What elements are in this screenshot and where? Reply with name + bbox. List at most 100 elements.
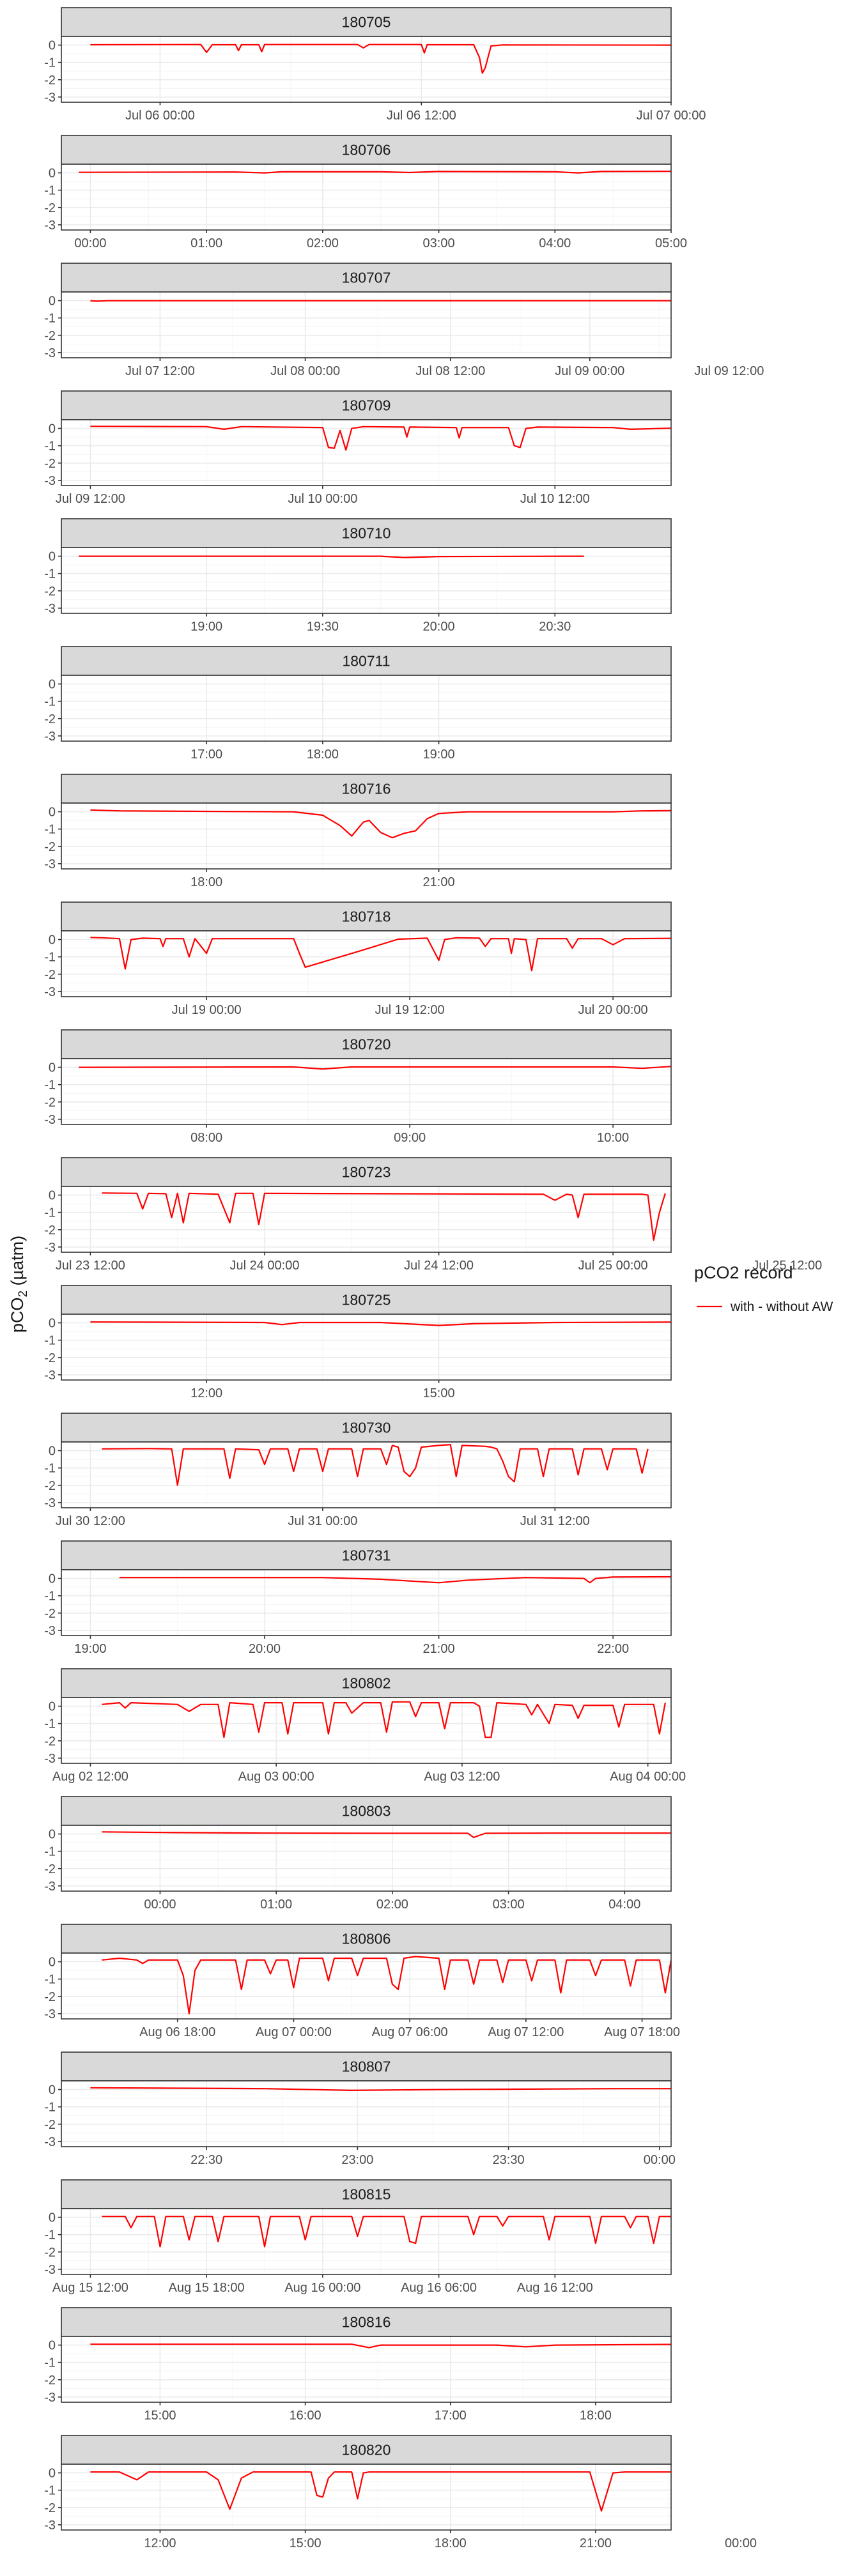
panel-strip <box>61 1924 672 1954</box>
y-tick-label: -1 <box>44 1078 56 1092</box>
panel-180725: 180725 0 -1 -2 -3 12:00 15:00 <box>44 1285 672 1400</box>
y-tick-label: -2 <box>44 840 56 854</box>
x-tick-label: 19:30 <box>307 620 339 634</box>
panel-strip <box>61 135 672 165</box>
panel-strip-label: 180803 <box>342 1803 391 1820</box>
x-tick-label: 09:00 <box>394 1131 426 1145</box>
x-tick-label: Jul 09 12:00 <box>56 492 125 506</box>
x-tick-label: Jul 30 12:00 <box>56 1514 125 1528</box>
series-line <box>90 2343 671 2349</box>
x-tick-label: 20:00 <box>423 620 455 634</box>
panel-border <box>61 419 672 486</box>
y-tick-label: 0 <box>49 2339 56 2353</box>
y-tick-label: -2 <box>44 1096 56 1110</box>
panel-strip <box>61 2435 672 2465</box>
x-tick-label: Aug 16 06:00 <box>401 2281 477 2295</box>
panel-grid: 180705 0 -1 -2 -3 Jul 06 00:00 Jul 06 12:00 Jul… <box>44 7 822 2550</box>
x-tick-label: 22:00 <box>597 1642 629 1656</box>
x-tick-label: 00:00 <box>725 2536 757 2550</box>
x-tick-label: Jul 06 12:00 <box>387 109 456 123</box>
x-tick-label: Aug 15 12:00 <box>52 2281 128 2295</box>
panel-180710: 180710 0 -1 -2 -3 19:00 19:30 20:00 20:30 <box>44 518 672 634</box>
x-tick-label: Jul 07 12:00 <box>125 364 195 378</box>
panel-180807: 180807 0 -1 -2 -3 22:30 23:00 23:30 00:00 <box>44 2051 676 2167</box>
x-tick-label: 21:00 <box>580 2536 612 2550</box>
x-tick-label: Aug 04 00:00 <box>610 1770 686 1784</box>
panel-180718: 180718 0 -1 -2 -3 Jul 19 00:00 Jul 19 12:00 Jul… <box>44 901 672 1017</box>
panel-plot-area <box>61 164 671 230</box>
y-tick-label: 0 <box>49 1445 56 1459</box>
y-tick-label: -3 <box>44 2135 56 2149</box>
y-tick-label: -1 <box>44 823 56 837</box>
series-line <box>90 1321 671 1326</box>
y-tick-label: -1 <box>44 1462 56 1476</box>
series-line <box>102 1831 671 1839</box>
panel-strip-label: 180705 <box>342 14 391 31</box>
y-tick-label: 0 <box>49 1572 56 1586</box>
x-tick-label: Aug 16 00:00 <box>284 2281 360 2295</box>
series-line <box>90 2087 671 2091</box>
panel-180806: 180806 0 -1 -2 -3 Aug 06 18:00 Aug 07 00:00 Aug… <box>44 1924 680 2039</box>
panel-border <box>61 2080 672 2147</box>
y-tick-label: 0 <box>49 550 56 564</box>
y-tick-label: -3 <box>44 346 56 360</box>
panel-strip-label: 180709 <box>342 397 391 414</box>
x-tick-label: Jul 24 00:00 <box>230 1259 300 1273</box>
y-tick-label: 0 <box>49 295 56 309</box>
y-tick-label: 0 <box>49 422 56 436</box>
panel-border <box>61 802 672 870</box>
y-tick-label: -1 <box>44 1973 56 1987</box>
panel-plot-area <box>61 548 671 613</box>
y-axis-title: pCO2 (µatm) <box>8 1236 30 1333</box>
x-tick-label: 17:00 <box>435 2409 467 2423</box>
y-tick-label: -1 <box>44 1206 56 1220</box>
x-tick-label: 19:00 <box>423 747 455 762</box>
y-tick-label: -1 <box>44 2356 56 2370</box>
x-tick-label: 12:00 <box>144 2536 176 2550</box>
y-tick-label: -1 <box>44 567 56 581</box>
x-tick-label: Jul 07 00:00 <box>637 109 706 123</box>
panel-strip <box>61 1029 672 1059</box>
y-tick-label: -2 <box>44 1990 56 2004</box>
y-tick-label: -2 <box>44 329 56 343</box>
panel-strip <box>61 1413 672 1443</box>
y-axis-title-subscript: 2 <box>17 1291 30 1298</box>
y-tick-label: -3 <box>44 2007 56 2021</box>
x-tick-label: Jul 19 12:00 <box>375 1003 445 1017</box>
series-line <box>119 1575 671 1584</box>
x-tick-label: Aug 15 18:00 <box>169 2281 245 2295</box>
panel-strip-label: 180711 <box>342 653 390 670</box>
x-tick-label: Jul 25 00:00 <box>578 1259 648 1273</box>
panel-plot-area <box>61 1059 671 1124</box>
x-tick-label: Aug 07 06:00 <box>372 2025 448 2039</box>
panel-strip-label: 180723 <box>342 1164 391 1181</box>
x-tick-label: 19:00 <box>74 1642 106 1656</box>
panel-strip-label: 180718 <box>342 908 391 925</box>
series-line <box>90 937 671 972</box>
x-tick-label: 19:00 <box>190 620 222 634</box>
y-tick-label: -2 <box>44 1351 56 1365</box>
y-tick-label: -2 <box>44 2373 56 2388</box>
x-tick-label: Jul 08 00:00 <box>270 364 340 378</box>
panel-plot-area <box>61 675 671 741</box>
panel-border <box>61 1058 672 1125</box>
panel-180815: 180815 0 -1 -2 -3 Aug 15 12:00 Aug 15 18:00 Aug… <box>44 2179 672 2295</box>
x-tick-label: 20:30 <box>539 620 571 634</box>
y-tick-label: -2 <box>44 2246 56 2260</box>
panel-plot-area <box>61 1698 671 1763</box>
x-tick-label: Jul 10 12:00 <box>520 492 590 506</box>
x-tick-label: Jul 09 12:00 <box>694 364 764 378</box>
panel-border <box>61 547 672 614</box>
panel-strip <box>61 1668 672 1698</box>
y-tick-label: -2 <box>44 1607 56 1621</box>
panel-180705: 180705 0 -1 -2 -3 Jul 06 00:00 Jul 06 12:00 Jul… <box>44 7 706 123</box>
x-tick-label: 15:00 <box>144 2409 176 2423</box>
panel-border <box>61 164 672 231</box>
y-tick-label: -2 <box>44 1862 56 1876</box>
x-tick-label: Jul 24 12:00 <box>404 1259 474 1273</box>
y-tick-label: -3 <box>44 1113 56 1127</box>
panel-strip <box>61 774 672 804</box>
y-tick-label: -1 <box>44 695 56 709</box>
y-tick-label: 0 <box>49 806 56 820</box>
